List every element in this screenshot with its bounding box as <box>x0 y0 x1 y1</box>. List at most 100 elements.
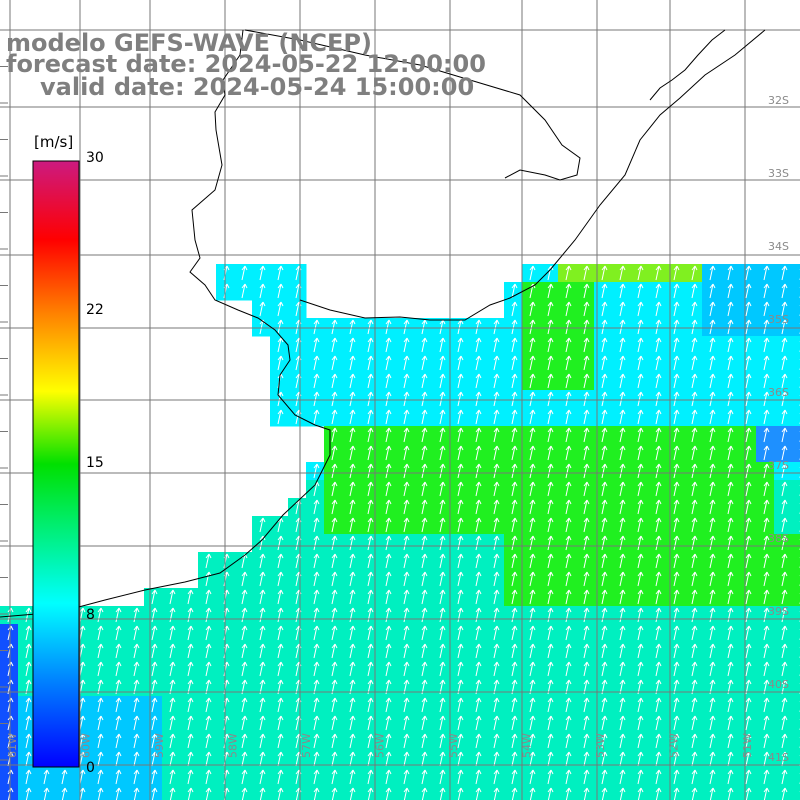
wind-arrow <box>151 625 158 641</box>
wind-arrow <box>493 409 500 425</box>
wind-speed-cell <box>792 300 800 319</box>
wind-arrow <box>439 319 446 335</box>
wind-arrow <box>673 517 680 533</box>
wind-arrow <box>403 481 410 497</box>
wind-arrow <box>493 589 500 605</box>
wind-arrow <box>547 625 554 641</box>
wind-speed-cell <box>792 318 800 337</box>
wind-arrow <box>421 463 428 479</box>
wind-arrow <box>349 409 356 425</box>
wind-arrow <box>673 481 680 497</box>
wind-speed-cell <box>54 786 73 800</box>
wind-arrow <box>547 571 554 587</box>
wind-arrow <box>385 697 392 713</box>
wind-arrow <box>421 643 428 659</box>
wind-arrow <box>709 607 716 623</box>
wind-arrow <box>511 571 518 587</box>
wind-arrow <box>349 373 356 389</box>
wind-arrow <box>529 319 536 335</box>
wind-arrow <box>313 535 320 551</box>
wind-arrow <box>457 463 464 479</box>
wind-arrow <box>97 751 104 767</box>
wind-arrow <box>619 607 626 623</box>
wind-arrow <box>25 643 32 659</box>
wind-arrow <box>745 337 752 353</box>
colorbar-units: [m/s] <box>34 133 74 151</box>
wind-arrow <box>241 589 248 605</box>
wind-arrow <box>565 661 572 677</box>
wind-arrow <box>367 571 374 587</box>
wind-arrow <box>385 319 392 335</box>
wind-arrow <box>511 283 518 299</box>
wind-arrow <box>349 463 356 479</box>
wind-arrow <box>331 715 338 731</box>
wind-arrow <box>691 517 698 533</box>
wind-arrow <box>367 391 374 407</box>
wind-arrow <box>439 517 446 533</box>
wind-arrow <box>727 463 734 479</box>
wind-arrow <box>655 301 662 317</box>
wind-arrow <box>529 427 536 443</box>
wind-arrow <box>529 625 536 641</box>
wind-arrow <box>691 733 698 749</box>
wind-arrow <box>403 589 410 605</box>
wind-arrow <box>781 265 788 281</box>
wind-arrow <box>583 445 590 461</box>
wind-arrow <box>367 481 374 497</box>
wind-arrow <box>619 337 626 353</box>
wind-arrow <box>331 481 338 497</box>
wind-arrow <box>439 463 446 479</box>
wind-arrow <box>367 751 374 767</box>
wind-speed-cell <box>360 786 379 800</box>
wind-arrow <box>637 481 644 497</box>
wind-arrow <box>457 589 464 605</box>
wind-arrow <box>151 697 158 713</box>
wind-arrow <box>169 715 176 731</box>
wind-arrow <box>673 589 680 605</box>
wind-arrow <box>529 301 536 317</box>
wind-arrow <box>583 661 590 677</box>
wind-speed-cell <box>792 498 800 517</box>
wind-arrow <box>619 517 626 533</box>
wind-arrow <box>619 427 626 443</box>
wind-arrow <box>583 751 590 767</box>
wind-arrow <box>601 499 608 515</box>
wind-arrow <box>439 445 446 461</box>
wind-speed-cell <box>792 552 800 571</box>
wind-arrow <box>709 409 716 425</box>
wind-arrow <box>673 337 680 353</box>
wind-arrow <box>673 571 680 587</box>
colorbar-tick-15: 15 <box>86 455 104 471</box>
colorbar-gradient <box>32 160 80 768</box>
wind-arrow <box>763 517 770 533</box>
wind-arrow <box>313 355 320 371</box>
wind-arrow <box>241 625 248 641</box>
wind-speed-cell <box>792 678 800 697</box>
wind-arrow <box>475 409 482 425</box>
wind-arrow <box>781 391 788 407</box>
wind-arrow <box>493 715 500 731</box>
wind-arrow <box>205 625 212 641</box>
wind-arrow <box>673 319 680 335</box>
wind-arrow <box>133 643 140 659</box>
wind-arrow <box>331 409 338 425</box>
wind-arrow <box>547 517 554 533</box>
wind-arrow <box>421 769 428 785</box>
wind-arrow <box>367 445 374 461</box>
wind-arrow <box>259 715 266 731</box>
wind-arrow <box>421 625 428 641</box>
map-title-model: modelo GEFS-WAVE (NCEP) <box>6 29 372 57</box>
wind-arrow <box>601 589 608 605</box>
wind-arrow <box>313 715 320 731</box>
wind-arrow <box>619 355 626 371</box>
wind-arrow <box>709 499 716 515</box>
wind-arrow <box>367 337 374 353</box>
wind-arrow <box>601 481 608 497</box>
wind-arrow <box>187 607 194 623</box>
wind-arrow <box>763 355 770 371</box>
wind-arrow <box>277 337 284 353</box>
wind-arrow <box>601 661 608 677</box>
wind-arrow <box>547 643 554 659</box>
wind-arrow <box>367 607 374 623</box>
wind-arrow <box>511 445 518 461</box>
